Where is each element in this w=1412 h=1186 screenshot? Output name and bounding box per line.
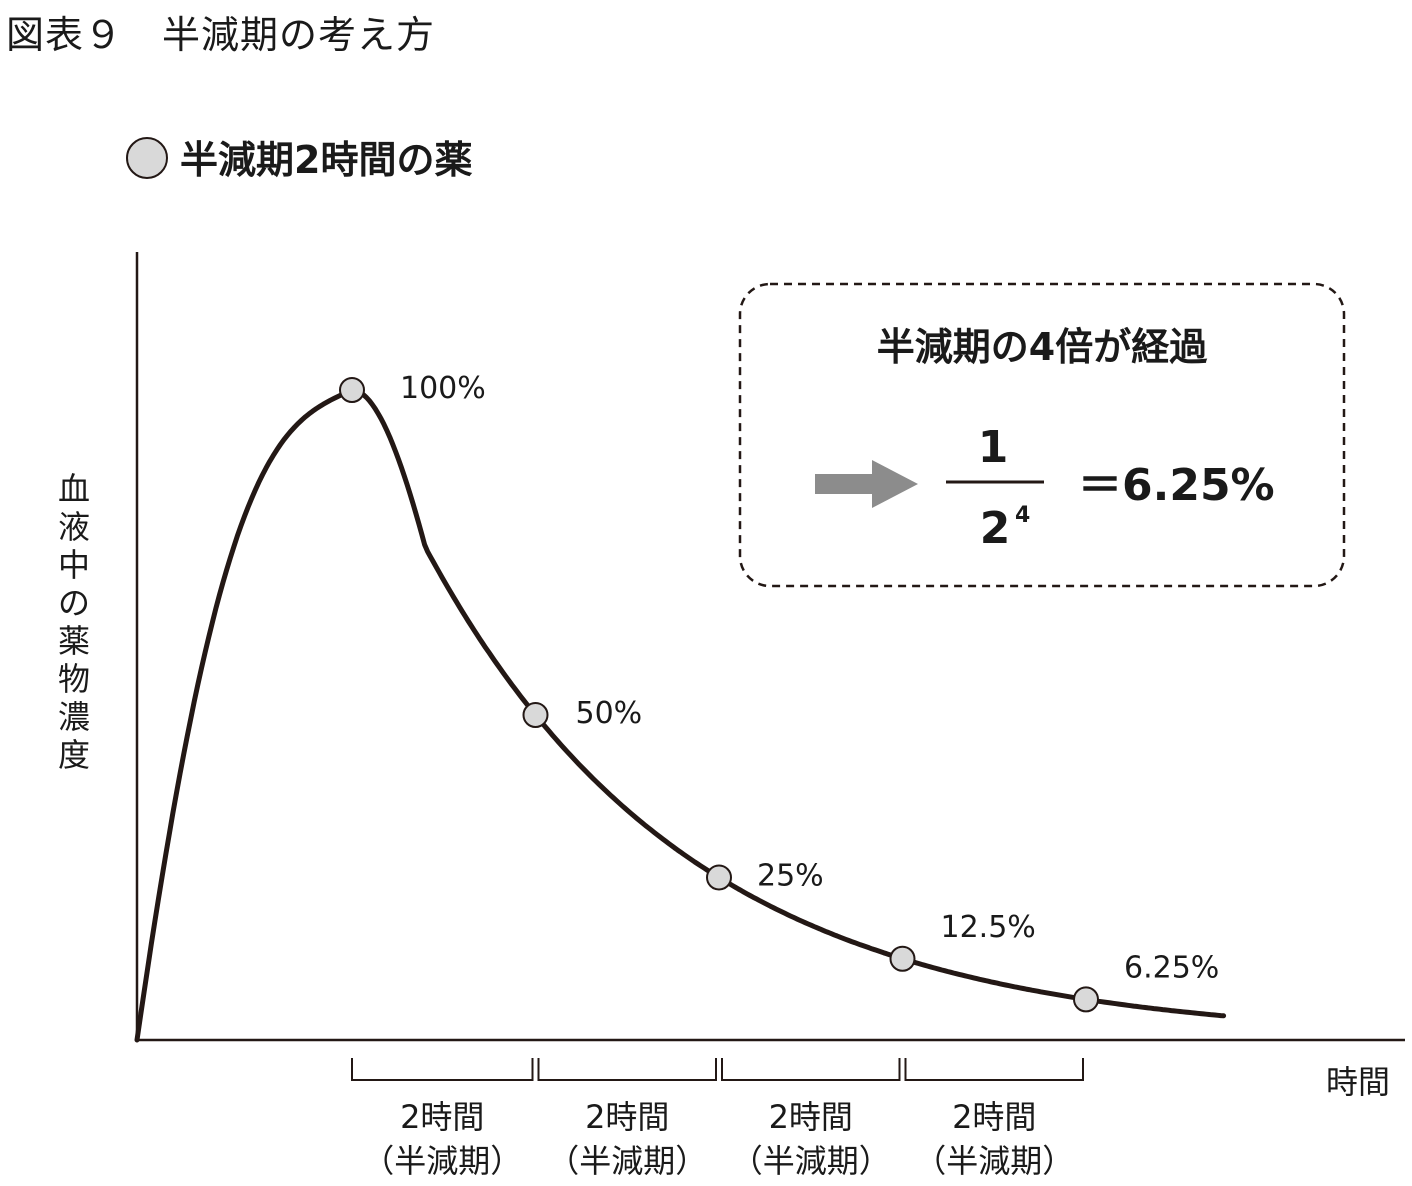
data-point-marker: [1073, 986, 1099, 1013]
data-point-marker: [889, 945, 916, 972]
figure-caption: 図表９ 半減期の考え方: [6, 13, 436, 57]
subtitle-bullet-icon: [126, 137, 168, 179]
interval-bracket: [904, 1058, 1084, 1081]
interval-bracket: [721, 1058, 901, 1081]
info-box-border: [738, 282, 1346, 588]
interval-halflife-label: （半減期）: [547, 1142, 707, 1180]
interval-duration-label: 2時間: [769, 1098, 853, 1136]
result-value: ＝6.25%: [1078, 460, 1275, 511]
interval-duration-label: 2時間: [952, 1098, 1036, 1136]
info-box-title: 半減期の4倍が経過: [877, 325, 1208, 369]
y-axis-label: 血液中の薬物濃度: [58, 470, 90, 774]
data-point-label: 50%: [576, 696, 643, 731]
concentration-curve: [134, 387, 1227, 1043]
fraction-denominator-base: 2: [980, 503, 1011, 554]
interval-bracket: [351, 1058, 534, 1081]
interval-halflife-label: （半減期）: [914, 1142, 1074, 1180]
interval-duration-label: 2時間: [585, 1098, 669, 1136]
chart-subtitle: 半減期2時間の薬: [180, 138, 472, 182]
fraction-numerator: 1: [978, 422, 1009, 473]
interval-halflife-label: （半減期）: [731, 1142, 891, 1180]
right-arrow-icon: [815, 460, 918, 508]
data-point-label: 25%: [757, 859, 824, 894]
data-point-marker: [522, 702, 549, 728]
interval-duration-label: 2時間: [400, 1098, 484, 1136]
info-box: 半減期の4倍が経過 1 2 4 ＝6.25%: [738, 282, 1346, 588]
interval-brackets-layer: 2時間 （半減期） 2時間 （半減期） 2時間 （半減期） 2時間 （半減期）: [351, 1058, 1084, 1180]
x-axis-label: 時間: [1326, 1063, 1390, 1101]
data-point-label: 12.5%: [941, 910, 1036, 945]
fraction-denominator-exponent: 4: [1015, 503, 1030, 528]
data-point-marker: [706, 864, 732, 891]
data-point-marker: [339, 377, 365, 403]
interval-bracket: [537, 1058, 717, 1081]
data-point-label: 100%: [400, 371, 486, 406]
data-point-label: 6.25%: [1124, 950, 1219, 985]
data-points-layer: 100% 50% 25% 12.5% 6.25%: [339, 371, 1219, 1013]
interval-halflife-label: （半減期）: [362, 1142, 522, 1180]
